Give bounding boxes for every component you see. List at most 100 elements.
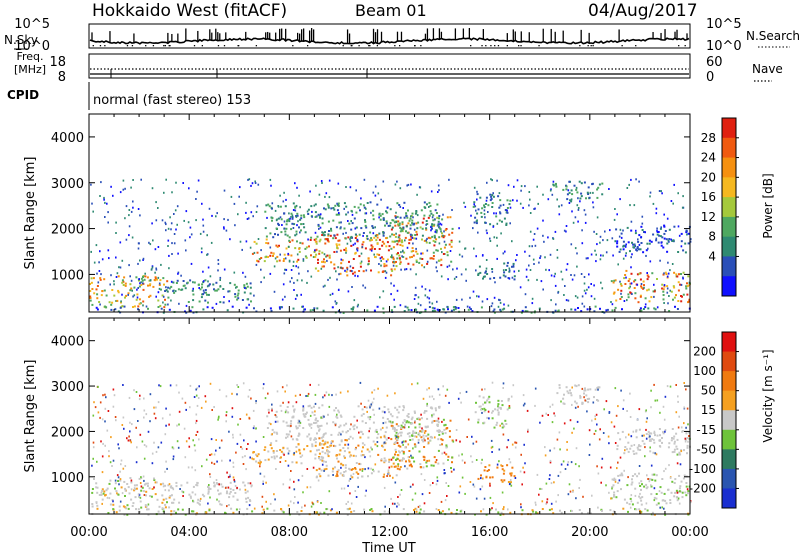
heatmap-cell [223,296,225,298]
heatmap-cell [321,459,324,462]
heatmap-cell [157,446,160,449]
heatmap-cell [661,283,664,286]
heatmap-cell [255,263,258,266]
heatmap-cell [497,411,500,414]
heatmap-cell [497,406,500,409]
heatmap-cell [400,251,402,254]
heatmap-cell [391,256,393,259]
heatmap-cell [399,187,402,190]
heatmap-cell [507,277,510,279]
heatmap-cell [649,438,652,441]
heatmap-cell [349,435,352,438]
heatmap-cell [445,427,448,430]
heatmap-cell [382,475,385,478]
heatmap-cell [488,401,491,404]
heatmap-cell [461,459,464,462]
heatmap-cell [629,392,631,395]
heatmap-cell [98,270,101,272]
heatmap-cell [155,219,158,222]
heatmap-cell [232,511,235,514]
heatmap-cell [387,224,390,227]
heatmap-cell [285,409,288,412]
heatmap-cell [371,401,374,404]
heatmap-cell [569,199,572,202]
heatmap-cell [256,259,258,262]
heatmap-cell [343,455,346,458]
heatmap-cell [269,178,272,181]
heatmap-cell [200,406,203,409]
heatmap-cell [153,486,155,489]
heatmap-cell [357,485,359,488]
heatmap-cell [350,244,353,247]
heatmap-cell [525,275,528,278]
heatmap-cell [536,278,538,281]
heatmap-cell [485,199,488,202]
heatmap-cell [495,212,497,215]
heatmap-cell [652,290,655,293]
heatmap-cell [96,285,99,287]
heatmap-cell [270,447,273,450]
heatmap-cell [143,397,145,400]
heatmap-cell [372,440,375,443]
heatmap-cell [599,241,601,244]
heatmap-cell [399,493,401,496]
heatmap-cell [645,483,648,486]
heatmap-cell [209,476,212,478]
heatmap-cell [663,418,666,421]
heatmap-cell [397,236,400,239]
heatmap-cell [170,510,173,513]
heatmap-cell [530,311,533,314]
heatmap-cell [359,262,362,265]
heatmap-cell [383,406,386,408]
heatmap-cell [502,269,505,272]
heatmap-cell [282,200,285,203]
heatmap-cell [227,290,230,293]
heatmap-cell [501,404,504,407]
heatmap-cell [514,446,517,449]
heatmap-cell [447,455,450,458]
heatmap-cell [503,217,506,220]
heatmap-cell [367,436,370,439]
heatmap-cell [376,441,379,443]
heatmap-cell [335,407,337,409]
heatmap-cell [629,506,632,509]
heatmap-cell [278,306,281,309]
heatmap-cell [424,308,427,311]
heatmap-cell [92,210,94,213]
heatmap-cell [159,304,162,307]
heatmap-cell [299,455,302,458]
heatmap-cell [377,192,380,195]
heatmap-cell [410,235,413,238]
heatmap-cell [400,489,403,491]
heatmap-cell [508,406,511,409]
heatmap-cell [325,192,328,195]
heatmap-cell [195,434,197,436]
heatmap-cell [391,425,394,428]
heatmap-cell [385,222,388,225]
heatmap-cell [290,254,293,257]
heatmap-cell [98,494,101,496]
heatmap-cell [292,227,295,229]
heatmap-cell [407,416,410,419]
heatmap-cell [598,438,601,441]
heatmap-cell [475,459,478,461]
heatmap-cell [650,432,653,435]
heatmap-cell [473,186,476,189]
heatmap-cell [398,222,401,225]
heatmap-cell [286,447,289,450]
heatmap-cell [507,184,510,187]
heatmap-cell [366,448,369,451]
heatmap-cell [480,408,483,411]
heatmap-cell [236,294,239,297]
heatmap-cell [574,308,577,311]
heatmap-cell [424,288,427,291]
heatmap-cell [245,282,248,285]
heatmap-cell [425,228,428,231]
heatmap-cell [495,508,497,511]
heatmap-cell [258,258,261,260]
heatmap-cell [305,246,308,249]
heatmap-cell [500,479,503,482]
heatmap-cell [506,207,509,209]
heatmap-cell [636,475,639,478]
heatmap-cell [133,286,136,289]
